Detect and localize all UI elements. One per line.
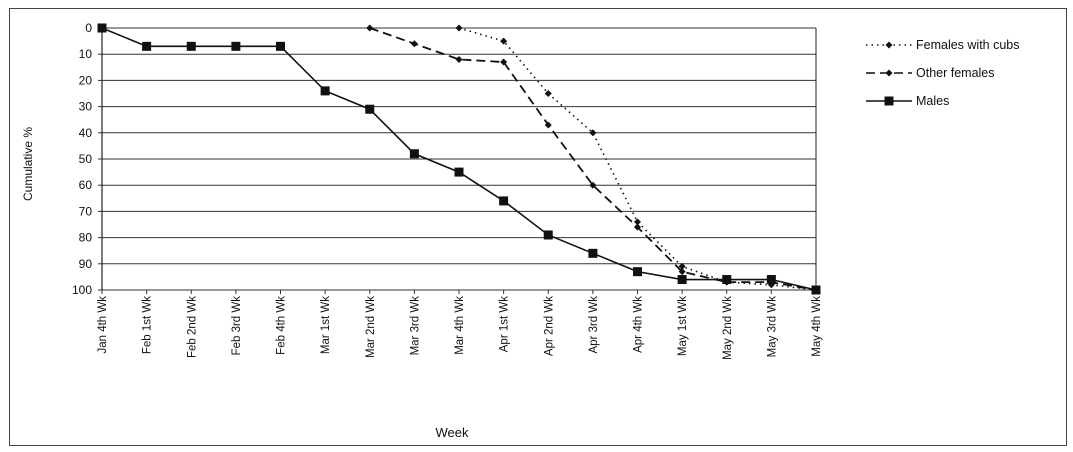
x-tick-label: Mar 1st Wk xyxy=(320,296,332,354)
data-point xyxy=(276,41,285,51)
legend-label: Males xyxy=(916,94,949,108)
legend-marker xyxy=(885,69,893,77)
data-point xyxy=(634,223,641,231)
data-point xyxy=(231,41,241,51)
y-tick-label: 100 xyxy=(72,283,92,297)
x-tick-label: Jan 4th Wk xyxy=(97,296,109,354)
legend-entry: Females with cubs xyxy=(866,38,1020,52)
x-tick-label: Apr 1st Wk xyxy=(499,296,511,352)
data-point xyxy=(410,40,418,48)
x-axis-title: Week xyxy=(436,425,469,440)
data-point xyxy=(499,196,509,206)
series-lines xyxy=(97,23,821,295)
chart-frame: 0 10 20 30 40 50 60 70 80 90 100 Jan 4th Wk Feb 1st… xyxy=(9,8,1067,446)
x-tick-label: Apr 2nd Wk xyxy=(543,296,555,356)
gridlines xyxy=(98,27,817,294)
y-tick-label: 70 xyxy=(79,204,93,218)
data-point xyxy=(544,121,552,129)
data-point xyxy=(589,129,597,137)
x-tick-label: Feb 3rd Wk xyxy=(231,296,243,356)
x-tick-labels: Jan 4th Wk Feb 1st Wk Feb 2nd Wk Feb 3rd Wk… xyxy=(97,296,823,360)
y-tick-label: 80 xyxy=(79,231,93,245)
legend-marker xyxy=(885,41,893,49)
x-tick-label: Apr 4th Wk xyxy=(633,296,645,353)
y-tick-label: 10 xyxy=(79,47,93,61)
data-point xyxy=(589,181,597,189)
data-point xyxy=(500,37,508,45)
y-tick-label: 50 xyxy=(79,152,93,166)
x-tick-label: Apr 3rd Wk xyxy=(588,296,600,354)
y-tick-label: 60 xyxy=(79,178,93,192)
series-line xyxy=(369,27,817,291)
x-tick-label: Mar 2nd Wk xyxy=(365,296,377,358)
data-point xyxy=(97,23,107,33)
data-point xyxy=(634,218,641,226)
x-tick-label: May 1st Wk xyxy=(677,296,689,356)
line-chart: 0 10 20 30 40 50 60 70 80 90 100 Jan 4th Wk Feb 1st… xyxy=(21,21,1020,440)
x-tick-label: May 3rd Wk xyxy=(766,296,778,358)
data-point xyxy=(588,248,598,258)
data-point xyxy=(544,90,552,97)
x-tick-label: Feb 2nd Wk xyxy=(186,296,198,358)
data-point xyxy=(366,24,374,32)
legend-label: Other females xyxy=(916,66,995,80)
data-point xyxy=(677,275,687,285)
data-point xyxy=(811,285,821,295)
legend-entry: Males xyxy=(866,94,949,108)
x-tick-label: Mar 3rd Wk xyxy=(409,296,421,356)
data-point xyxy=(320,86,330,96)
data-point xyxy=(678,268,686,276)
y-tick-label: 20 xyxy=(79,73,93,87)
data-point xyxy=(454,167,464,177)
x-tick-label: May 2nd Wk xyxy=(722,296,734,360)
legend: Females with cubs Other females Males xyxy=(866,38,1020,108)
data-point xyxy=(633,267,642,277)
y-tick-label: 30 xyxy=(79,100,93,114)
data-point xyxy=(722,275,732,285)
data-point xyxy=(500,58,508,66)
data-point xyxy=(543,230,553,240)
y-tick-label: 40 xyxy=(79,126,93,140)
x-tick-label: Feb 4th Wk xyxy=(276,296,288,355)
y-tick-label: 0 xyxy=(85,21,92,35)
x-tick-label: May 4th Wk xyxy=(811,296,823,357)
data-point xyxy=(678,262,686,270)
y-tick-label: 90 xyxy=(79,257,93,271)
data-point xyxy=(409,149,419,159)
y-axis-title: Cumulative % xyxy=(21,127,35,201)
data-point xyxy=(455,55,463,63)
legend-marker xyxy=(884,96,894,106)
legend-entry: Other females xyxy=(866,66,995,80)
data-point xyxy=(455,24,463,32)
data-point xyxy=(766,275,776,285)
y-tick-labels: 0 10 20 30 40 50 60 70 80 90 100 xyxy=(72,21,92,297)
series-males xyxy=(97,23,821,295)
legend-label: Females with cubs xyxy=(916,38,1020,52)
data-point xyxy=(186,41,196,51)
data-point xyxy=(365,104,375,114)
x-tick-label: Mar 4th Wk xyxy=(454,296,466,355)
x-tick-label: Feb 1st Wk xyxy=(142,296,154,354)
data-point xyxy=(142,41,152,51)
